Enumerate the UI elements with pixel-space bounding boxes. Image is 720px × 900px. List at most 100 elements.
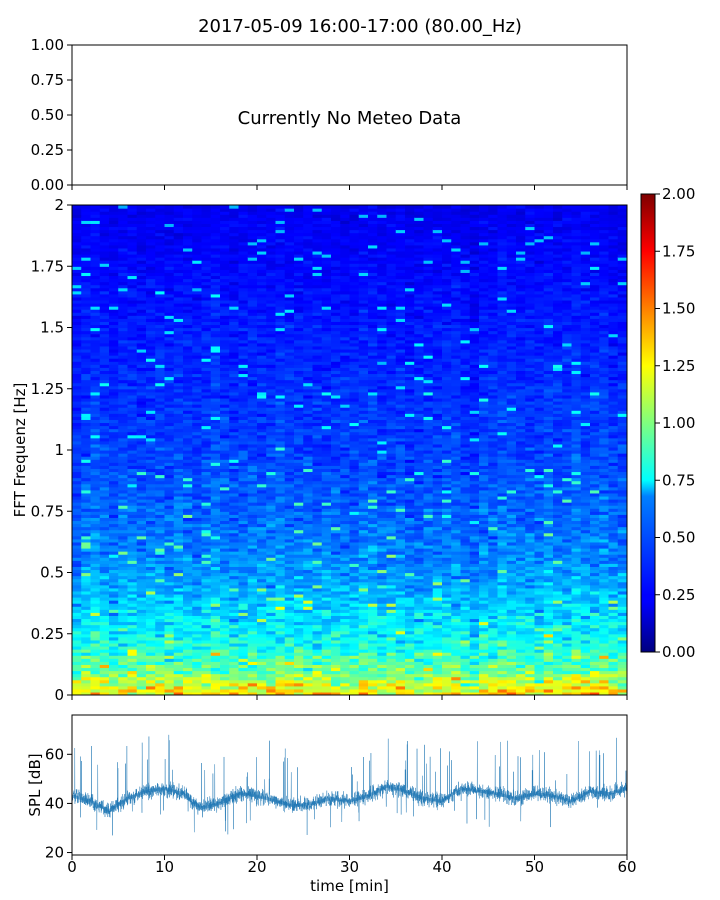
heatmap-cell (127, 624, 138, 629)
heatmap-cell (192, 355, 203, 359)
heatmap-cell (247, 330, 258, 335)
heatmap-cell (220, 244, 230, 249)
heatmap-cell (146, 318, 156, 322)
heatmap-cell (192, 691, 203, 695)
heatmap-cell (183, 361, 193, 365)
heatmap-cell (183, 428, 193, 433)
heatmap-cell (294, 575, 304, 580)
heatmap-cell (312, 679, 323, 684)
heatmap-cell (247, 459, 258, 463)
heatmap-cell (229, 296, 240, 301)
heatmap-cell (118, 241, 129, 246)
heatmap-cell (127, 646, 138, 650)
heatmap-cell (266, 407, 277, 411)
heatmap-cell (164, 355, 175, 359)
heatmap-cell (72, 682, 82, 687)
heatmap-cell (81, 600, 92, 604)
heatmap-cell (321, 434, 332, 439)
heatmap-cell (164, 333, 175, 338)
heatmap-cell (257, 299, 267, 304)
heatmap-cell (146, 336, 156, 341)
heatmap-cell (275, 266, 286, 270)
heatmap-cell (146, 538, 156, 543)
heatmap-cell (266, 584, 277, 589)
heatmap-cell (312, 495, 323, 500)
heatmap-cell (284, 419, 295, 424)
heatmap-cell (72, 214, 82, 218)
heatmap-cell (99, 642, 110, 647)
heatmap-cell (155, 450, 166, 454)
heatmap-cell (321, 600, 332, 604)
heatmap-cell (321, 597, 332, 601)
heatmap-cell (303, 211, 314, 215)
heatmap-cell (220, 615, 230, 620)
heatmap-cell (136, 431, 147, 436)
heatmap-cell (109, 410, 119, 414)
heatmap-cell (331, 226, 341, 231)
heatmap-cell (118, 593, 129, 598)
heatmap-cell (349, 437, 360, 442)
heatmap-cell (340, 670, 351, 675)
heatmap-cell (284, 287, 295, 292)
heatmap-cell (146, 303, 156, 307)
heatmap-cell (303, 422, 314, 427)
heatmap-cell (303, 618, 314, 623)
heatmap-cell (321, 266, 332, 270)
heatmap-cell (275, 223, 286, 228)
heatmap-cell (201, 260, 212, 264)
heatmap-cell (321, 511, 332, 515)
heatmap-cell (109, 327, 119, 332)
heatmap-cell (331, 532, 341, 537)
heatmap-cell (349, 483, 360, 488)
heatmap-cell (303, 410, 314, 414)
heatmap-cell (136, 247, 147, 252)
heatmap-cell (266, 664, 277, 669)
heatmap-cell (127, 309, 138, 313)
heatmap-cell (238, 223, 249, 228)
heatmap-cell (146, 621, 156, 626)
heatmap-cell (331, 296, 341, 301)
heatmap-cell (164, 581, 175, 586)
heatmap-cell (247, 422, 258, 427)
heatmap-cell (90, 691, 101, 695)
heatmap-cell (257, 544, 267, 549)
heatmap-cell (284, 306, 295, 310)
heatmap-cell (312, 303, 323, 307)
heatmap-cell (136, 275, 147, 280)
heatmap-cell (229, 566, 240, 571)
heatmap-cell (294, 563, 304, 567)
heatmap-cell (118, 462, 129, 466)
heatmap-cell (303, 315, 314, 319)
heatmap-cell (90, 296, 101, 301)
heatmap-cell (229, 342, 240, 347)
heatmap-cell (294, 584, 304, 589)
heatmap-cell (312, 440, 323, 445)
heatmap-cell (90, 495, 101, 500)
heatmap-cell (294, 413, 304, 417)
heatmap-cell (220, 563, 230, 567)
heatmap-cell (81, 612, 92, 616)
heatmap-cell (257, 581, 267, 586)
heatmap-cell (118, 287, 129, 292)
heatmap-cell (229, 575, 240, 580)
heatmap-cell (192, 450, 203, 454)
heatmap-cell (238, 603, 249, 607)
heatmap-cell (118, 535, 129, 540)
heatmap-cell (164, 642, 175, 647)
heatmap-cell (247, 290, 258, 295)
heatmap-cell (164, 462, 175, 466)
heatmap-cell (220, 538, 230, 543)
heatmap-cell (266, 642, 277, 647)
heatmap-cell (312, 214, 323, 218)
heatmap-cell (266, 453, 277, 457)
heatmap-cell (146, 682, 156, 687)
heatmap-cell (275, 217, 286, 221)
heatmap-cell (183, 348, 193, 353)
heatmap-cell (127, 636, 138, 641)
heatmap-cell (183, 618, 193, 623)
heatmap-cell (257, 361, 267, 365)
heatmap-cell (220, 532, 230, 537)
heatmap-cell (201, 578, 212, 583)
heatmap-cell (349, 520, 360, 525)
heatmap-cell (312, 339, 323, 344)
